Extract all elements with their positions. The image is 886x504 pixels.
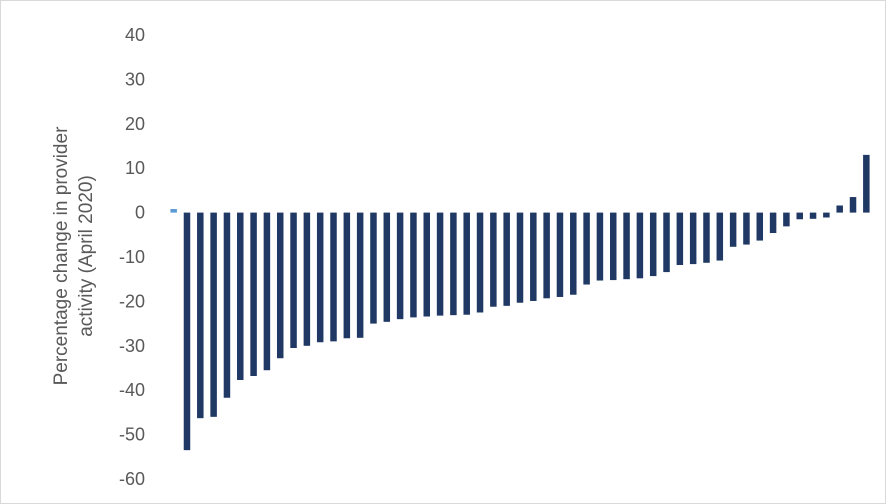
y-tick-label: 0 — [135, 203, 145, 223]
y-tick-label: 20 — [125, 114, 145, 134]
bar — [463, 212, 470, 315]
bar — [356, 212, 364, 338]
bar — [556, 212, 564, 297]
bar — [490, 212, 497, 307]
bar — [290, 212, 297, 349]
bar — [343, 212, 351, 339]
bar — [863, 154, 870, 213]
bar — [849, 197, 857, 213]
bar — [729, 212, 737, 247]
bar — [636, 212, 644, 279]
bar — [596, 212, 604, 281]
bar — [583, 212, 590, 285]
bar — [649, 212, 657, 277]
y-axis-title-line-1: Percentage change in provider — [51, 126, 72, 385]
y-tick-label: 30 — [125, 69, 145, 89]
y-tick-label: -50 — [119, 425, 145, 445]
bar — [370, 212, 377, 324]
bar — [183, 212, 191, 451]
bar — [276, 212, 284, 359]
y-tick-label: -40 — [119, 380, 145, 400]
bar — [703, 212, 710, 263]
y-axis-title: Percentage change in provider activity (… — [51, 126, 97, 385]
bar — [769, 212, 777, 234]
bar — [836, 205, 843, 213]
bar — [756, 212, 764, 241]
bar — [570, 212, 577, 295]
bar — [423, 212, 431, 317]
bar — [503, 212, 510, 306]
bar — [396, 212, 404, 320]
bar — [689, 212, 697, 265]
bar — [716, 212, 724, 261]
bar — [476, 212, 484, 313]
bar-highlight — [170, 209, 177, 213]
bar — [623, 212, 630, 280]
bar — [223, 212, 231, 398]
y-tick-label: 10 — [125, 158, 145, 178]
bar — [676, 212, 684, 265]
bar — [743, 212, 750, 245]
bar — [543, 212, 550, 299]
bar — [383, 212, 391, 322]
y-tick-label: -20 — [119, 291, 145, 311]
bar — [250, 212, 257, 376]
bar — [263, 212, 271, 371]
y-tick-label: -10 — [119, 247, 145, 267]
bar — [197, 212, 204, 419]
bar — [450, 212, 457, 316]
bar — [796, 212, 803, 220]
bar — [237, 212, 244, 380]
bar — [436, 212, 444, 316]
y-axis-ticks: 40 30 20 10 0 -10 -20 -30 -40 -50 -60 — [119, 25, 145, 489]
bars — [170, 154, 870, 451]
bar — [316, 212, 324, 343]
bar — [609, 212, 617, 281]
bar — [823, 212, 830, 218]
bar — [663, 212, 670, 273]
y-tick-label: -30 — [119, 336, 145, 356]
bar — [516, 212, 524, 303]
bar — [809, 212, 817, 219]
y-tick-label: -60 — [119, 469, 145, 489]
bar — [410, 212, 417, 318]
y-axis-title-line-2: activity (April 2020) — [76, 175, 97, 337]
bar — [530, 212, 537, 301]
y-tick-label: 40 — [125, 25, 145, 45]
bar — [330, 212, 337, 342]
bar — [210, 212, 217, 417]
bar — [783, 212, 790, 227]
bar — [303, 212, 311, 346]
